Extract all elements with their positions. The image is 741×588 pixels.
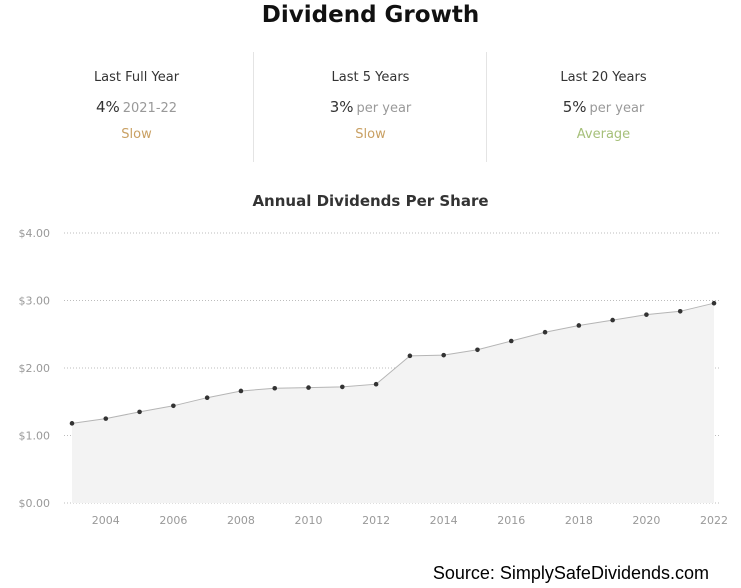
x-tick-label: 2008 [227, 514, 255, 527]
data-point [677, 309, 683, 314]
y-tick-label: $0.00 [19, 497, 51, 510]
stat-value-row: 3% per year [254, 97, 487, 116]
data-point [340, 384, 345, 390]
source-credit: Source: SimplySafeDividends.com [432, 563, 709, 583]
x-tick-label: 2006 [159, 514, 187, 527]
x-tick-label: 2004 [92, 514, 120, 527]
data-point [171, 403, 176, 409]
data-point [137, 409, 142, 415]
series-area [72, 303, 714, 503]
stat-label: Last 20 Years [560, 70, 647, 85]
data-point [272, 385, 278, 391]
stat-last-full-year: Last Full Year 4% 2021-22 Slow [20, 52, 253, 162]
stat-last-5-years: Last 5 Years 3% per year Slow [253, 52, 487, 162]
series-line [71, 302, 715, 424]
stat-value: 4% [95, 98, 120, 116]
x-tick-label: 2020 [632, 514, 660, 527]
stat-value: 3% [329, 98, 354, 116]
x-tick-label: 2012 [362, 514, 390, 527]
stat-rating: Average [576, 127, 631, 142]
data-point [69, 421, 75, 426]
data-point [238, 388, 244, 394]
data-point [644, 312, 649, 317]
stat-rating: Slow [355, 127, 386, 142]
data-point [475, 347, 480, 353]
data-point [441, 352, 446, 358]
stat-label: Last 5 Years [331, 70, 410, 85]
x-tick-label: 2014 [430, 514, 458, 527]
x-tick-label: 2022 [700, 514, 728, 527]
data-point [508, 338, 514, 344]
stat-value-row: 5% per year [487, 97, 720, 116]
y-tick-label: $2.00 [19, 362, 51, 375]
chart-title: Annual Dividends Per Share [252, 192, 489, 210]
x-tick-label: 2018 [565, 514, 593, 527]
data-point [306, 385, 311, 390]
data-point [103, 416, 109, 421]
stat-value: 5% [562, 98, 587, 116]
x-tick-label: 2016 [497, 514, 525, 527]
stat-sub: per year [356, 101, 412, 116]
stat-last-20-years: Last 20 Years 5% per year Average [486, 52, 720, 162]
dividend-stats-panel: Last Full Year 4% 2021-22 Slow Last 5 Yea… [20, 52, 720, 162]
data-point [542, 329, 548, 335]
x-tick-label: 2010 [295, 514, 323, 527]
stat-label: Last Full Year [93, 70, 180, 85]
data-point [711, 300, 717, 306]
y-tick-label: $1.00 [19, 430, 51, 443]
data-point [610, 317, 615, 323]
stat-rating: Slow [121, 127, 152, 142]
y-tick-label: $4.00 [19, 227, 51, 240]
data-point [204, 395, 210, 401]
data-point [576, 323, 582, 328]
data-point [407, 353, 413, 359]
stat-sub: 2021-22 [122, 101, 178, 116]
stat-value-row: 4% 2021-22 [20, 97, 253, 116]
y-tick-label: $3.00 [19, 295, 51, 308]
data-point [373, 381, 379, 387]
stat-sub: per year [589, 101, 645, 116]
page-title: Dividend Growth [261, 2, 480, 28]
